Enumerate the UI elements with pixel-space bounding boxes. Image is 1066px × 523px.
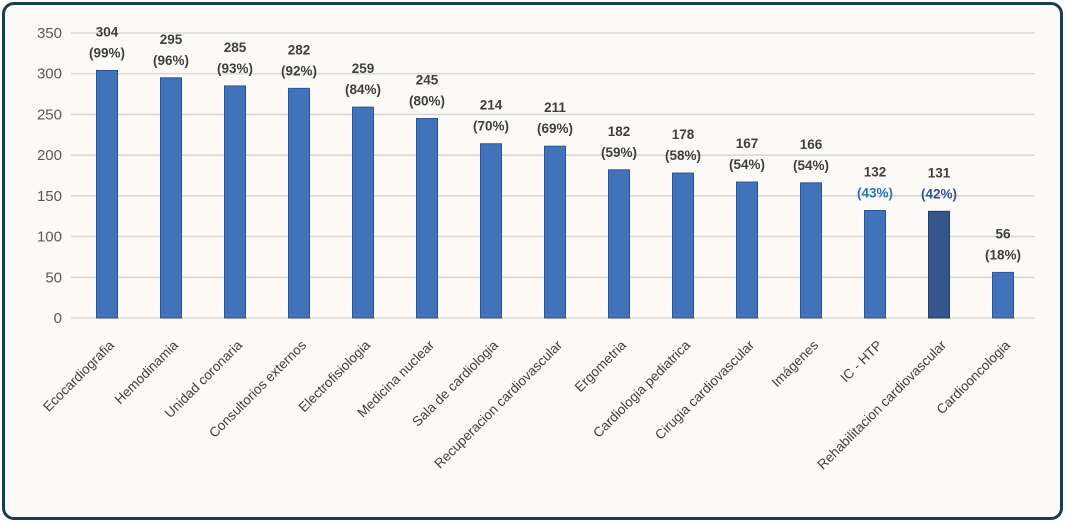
value-labels-group: 304 (99%) 295 (96%) 285 (93%) 282 (92%) 259 (84%)… — [89, 24, 1021, 262]
percent-label: (42%) — [921, 186, 957, 201]
category-label: Ergometria — [572, 337, 630, 395]
value-label: 211 — [544, 100, 566, 115]
bars-group — [96, 69, 1014, 319]
percent-label: (99%) — [89, 45, 125, 60]
value-label: 132 — [864, 165, 887, 180]
bar — [480, 143, 502, 319]
category-label: Recuperacion cardiovascular — [431, 337, 565, 471]
percent-label: (43%) — [857, 186, 893, 201]
category-label: Rehabilitacion cardiovascular — [814, 337, 949, 472]
y-tick-label: 100 — [37, 229, 62, 246]
percent-label: (58%) — [665, 148, 701, 163]
bar — [992, 271, 1014, 319]
percent-label: (96%) — [153, 53, 189, 68]
bar — [672, 172, 694, 319]
value-label: 167 — [736, 136, 759, 151]
y-tick-label: 150 — [37, 188, 62, 205]
bar — [800, 182, 822, 319]
bar — [736, 181, 758, 319]
y-tick-label: 200 — [37, 147, 62, 164]
category-label: Hemodinamia — [112, 337, 182, 407]
percent-label: (54%) — [729, 157, 765, 172]
y-tick-label: 0 — [54, 310, 62, 327]
value-label: 259 — [352, 61, 375, 76]
category-label: IC - HTP — [837, 338, 885, 386]
bar — [96, 69, 118, 319]
percent-label: (92%) — [281, 63, 317, 78]
bar — [160, 77, 182, 319]
value-label: 282 — [288, 42, 311, 57]
percent-label: (18%) — [985, 247, 1021, 262]
value-label: 245 — [416, 73, 439, 88]
percent-label: (59%) — [601, 145, 637, 160]
value-label: 285 — [224, 40, 247, 55]
bar — [608, 169, 630, 319]
bar — [288, 87, 310, 319]
y-tick-label: 250 — [37, 106, 62, 123]
y-tick-label: 350 — [37, 25, 62, 42]
bar — [224, 85, 246, 319]
bar — [416, 118, 438, 319]
value-label: 178 — [672, 127, 695, 142]
percent-label: (93%) — [217, 61, 253, 76]
percent-label: (80%) — [409, 94, 445, 109]
bar — [352, 106, 374, 319]
value-label: 166 — [800, 137, 823, 152]
value-label: 56 — [995, 226, 1011, 241]
y-tick-label: 50 — [45, 269, 62, 286]
percent-label: (70%) — [473, 119, 509, 134]
value-label: 182 — [608, 124, 631, 139]
value-label: 214 — [480, 98, 503, 113]
bar — [928, 210, 950, 319]
bar — [864, 210, 886, 319]
bar — [544, 145, 566, 319]
category-label: Imágenes — [769, 337, 822, 390]
y-tick-label: 300 — [37, 66, 62, 83]
percent-label: (84%) — [345, 82, 381, 97]
value-label: 295 — [160, 32, 183, 47]
percent-label: (54%) — [793, 158, 829, 173]
category-label: Ecocardiografia — [40, 337, 117, 414]
value-label: 304 — [96, 24, 119, 39]
y-axis-labels-group: 0 50 100 150 200 250 300 350 — [37, 25, 62, 327]
percent-label: (69%) — [537, 121, 573, 136]
value-label: 131 — [928, 165, 951, 180]
